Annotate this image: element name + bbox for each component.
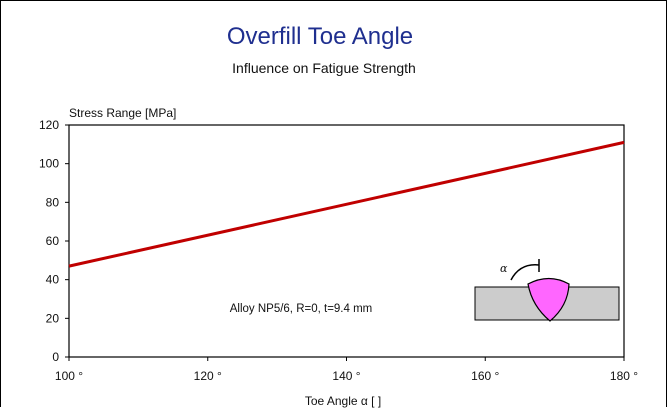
x-tick-label: 160 ° [471, 369, 499, 383]
y-axis-title: Stress Range [MPa] [69, 106, 176, 120]
chart-subtitle: Influence on Fatigue Strength [232, 60, 416, 76]
y-tick-label: 60 [46, 234, 60, 248]
angle-arc [510, 264, 540, 281]
x-axis: 100 ° 120 ° 140 ° 160 ° 180 ° [55, 357, 638, 383]
series-layer [68, 140, 625, 268]
weld-bead [527, 277, 570, 322]
y-tick-label: 100 [39, 157, 59, 171]
y-axis: 0 20 40 60 80 100 120 [39, 118, 69, 364]
x-tick-label: 120 ° [194, 369, 222, 383]
x-axis-title: Toe Angle α [ ] [305, 394, 381, 408]
y-tick-label: 80 [46, 195, 60, 209]
chart-annotation: Alloy NP5/6, R=0, t=9.4 mm [230, 303, 373, 315]
series-line [68, 140, 625, 268]
y-tick-label: 0 [52, 350, 59, 364]
x-tick-label: 140 ° [332, 369, 360, 383]
y-tick-label: 20 [46, 311, 60, 325]
x-tick-label: 100 ° [55, 369, 83, 383]
x-tick-label: 180 ° [610, 369, 638, 383]
y-tick-label: 120 [39, 118, 59, 132]
chart-title: Overfill Toe Angle [227, 23, 413, 50]
alpha-symbol: α [500, 262, 508, 275]
weld-inset-diagram: α [474, 259, 620, 322]
y-tick-label: 40 [46, 273, 60, 287]
